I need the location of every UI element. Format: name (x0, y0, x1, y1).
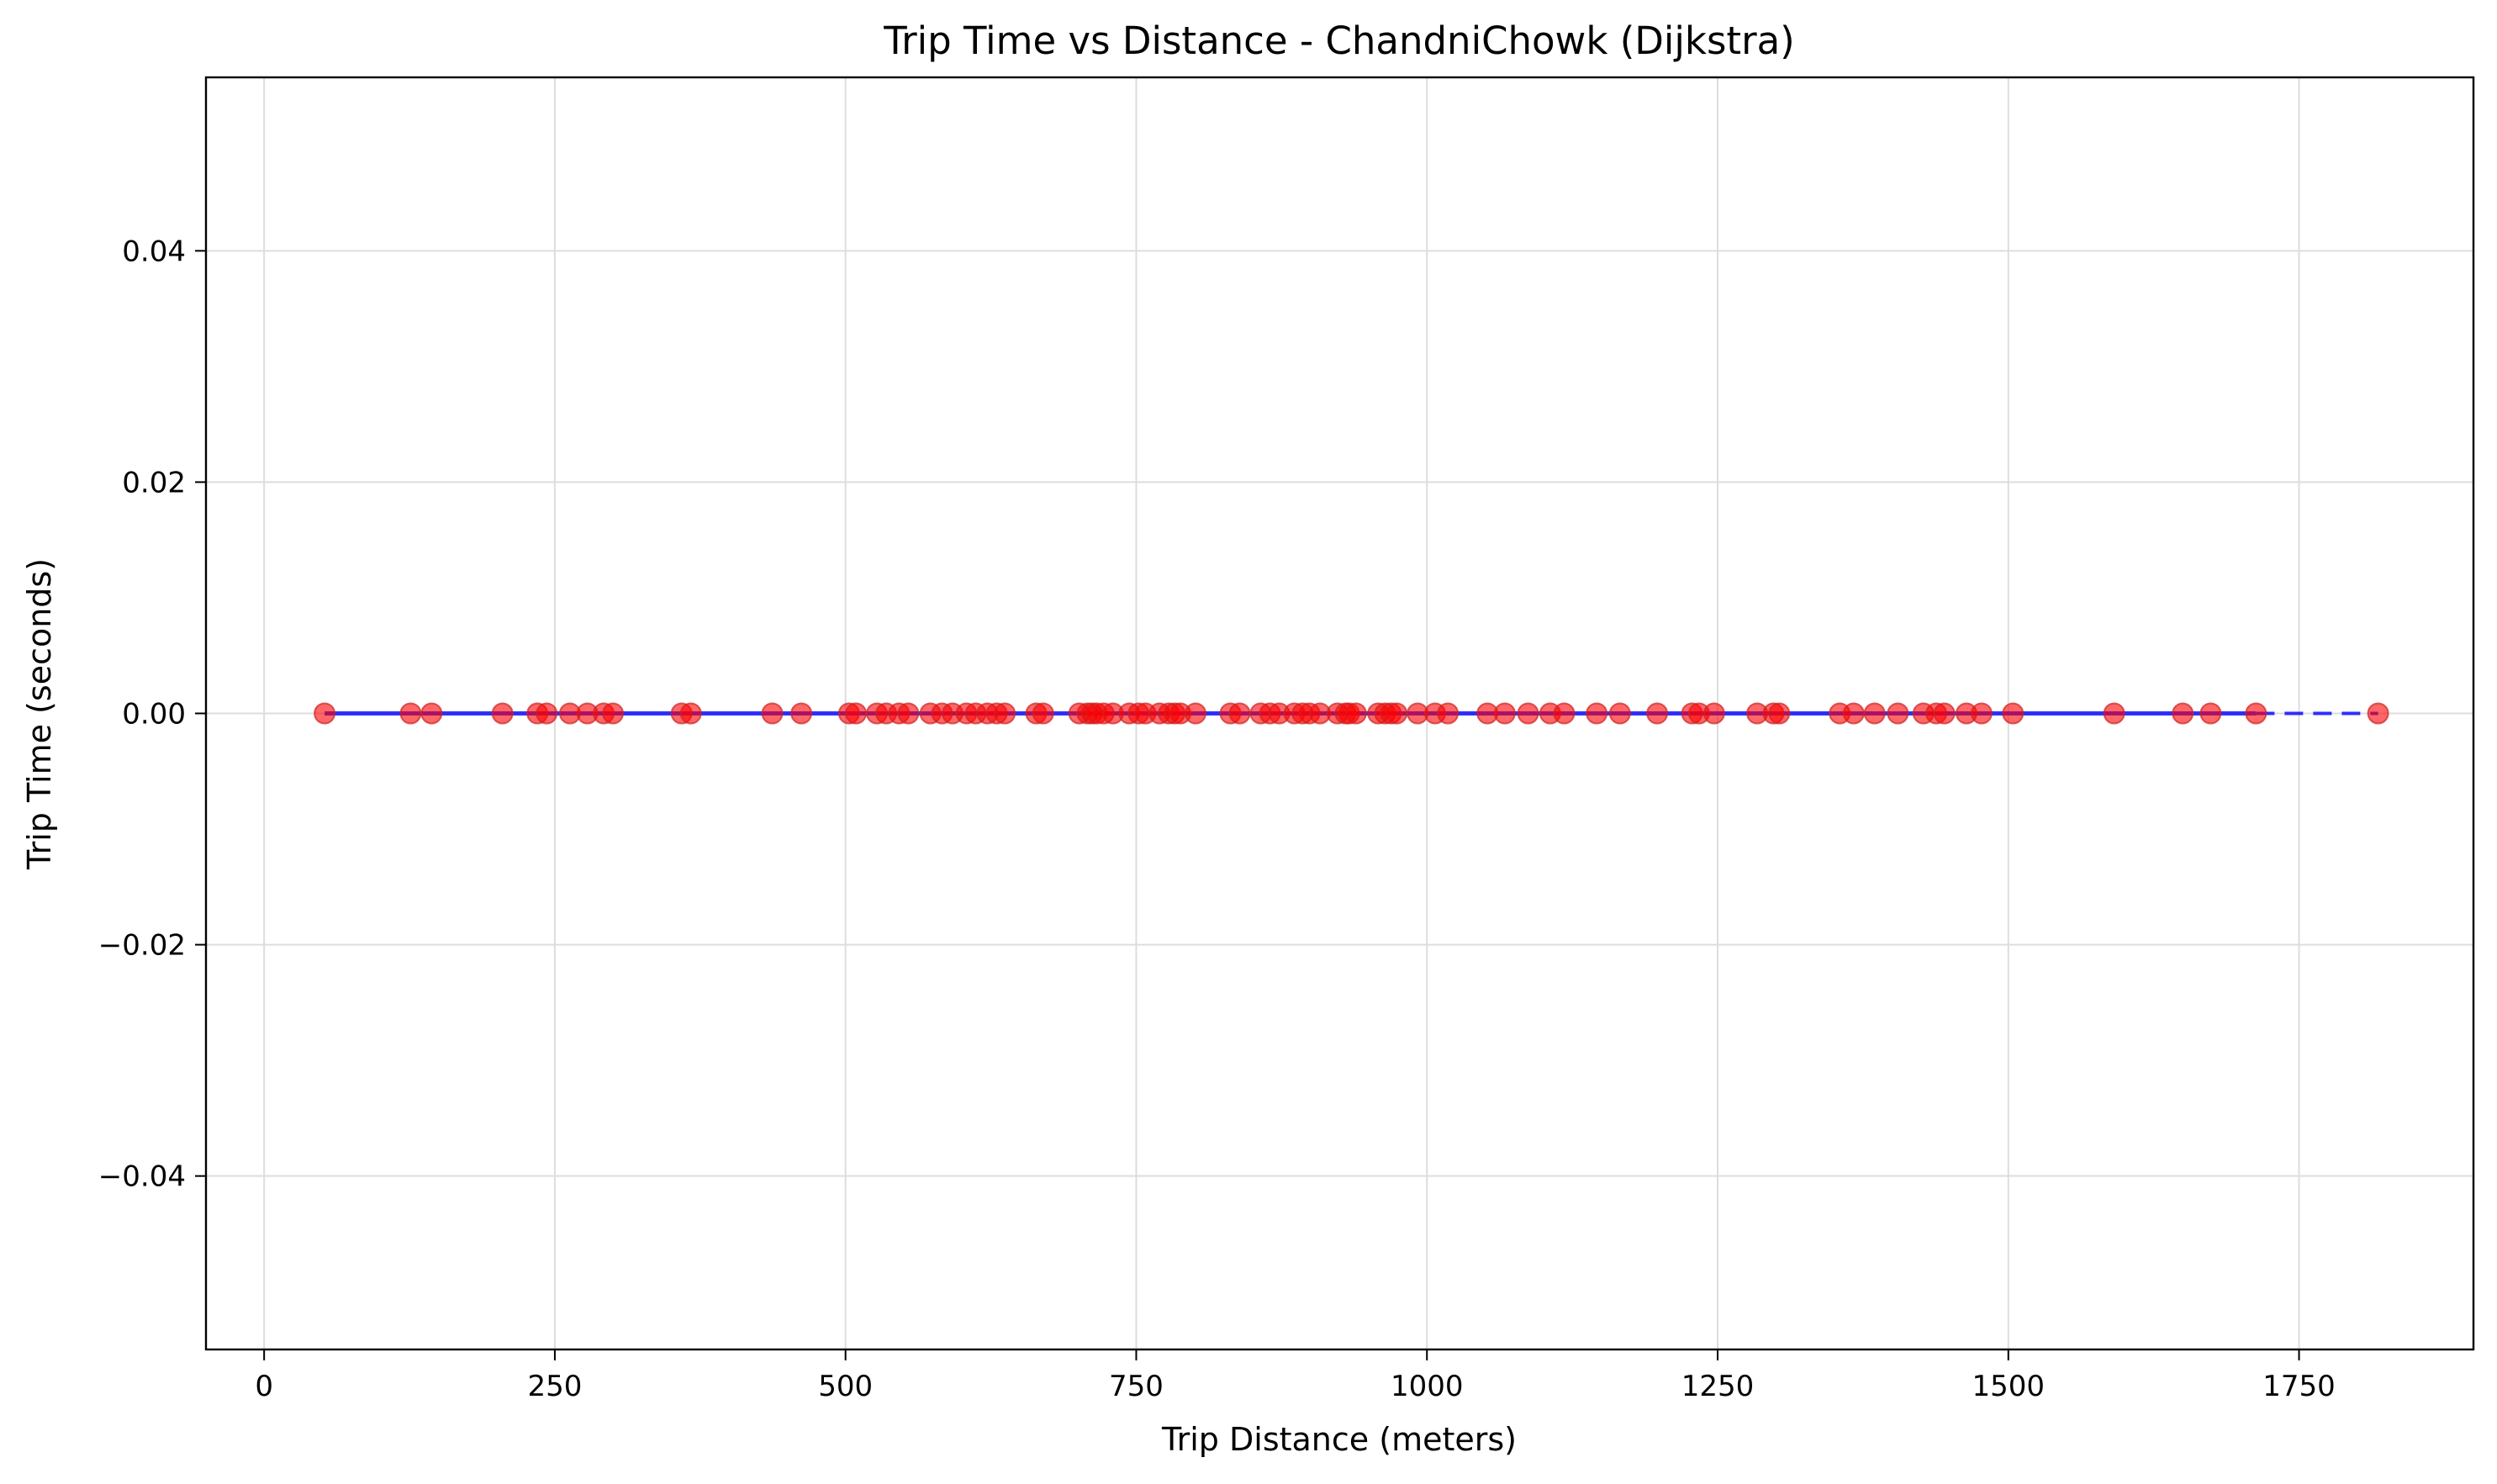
data-point (420, 702, 443, 725)
data-point (761, 702, 784, 725)
x-axis-label: Trip Distance (meters) (1161, 1421, 1517, 1458)
x-tick-label: 1250 (1681, 1370, 1755, 1403)
x-axis-ticks: 0 250 500 750 1000 1250 1500 1750 (255, 1349, 2336, 1403)
data-point (1493, 702, 1516, 725)
data-point (1702, 702, 1725, 725)
data-point (536, 702, 558, 725)
data-point (1933, 702, 1956, 725)
y-tick-label: −0.04 (98, 1160, 186, 1194)
data-point (1386, 702, 1408, 725)
data-point (1608, 702, 1631, 725)
data-point (1887, 702, 1909, 725)
y-axis-label: Trip Time (seconds) (21, 558, 58, 870)
y-axis-ticks: −0.04 −0.02 0.00 0.02 0.04 (98, 235, 206, 1194)
data-points (314, 702, 2389, 725)
x-tick-label: 1750 (2262, 1370, 2336, 1403)
data-point (2367, 702, 2389, 725)
data-point (2172, 702, 2194, 725)
data-point (2103, 702, 2125, 725)
data-point (1344, 702, 1367, 725)
data-point (897, 702, 920, 725)
y-tick-label: 0.00 (122, 698, 186, 731)
data-point (1646, 702, 1669, 725)
data-point (399, 702, 422, 725)
x-tick-label: 0 (255, 1370, 273, 1403)
data-point (1184, 702, 1206, 725)
data-point (1032, 702, 1054, 725)
data-point (790, 702, 813, 725)
x-tick-label: 500 (818, 1370, 873, 1403)
data-point (314, 702, 336, 725)
data-point (1517, 702, 1539, 725)
data-point (679, 702, 702, 725)
data-point (2245, 702, 2267, 725)
y-tick-label: 0.02 (122, 466, 186, 499)
data-point (1863, 702, 1886, 725)
y-tick-label: −0.02 (98, 929, 186, 963)
data-point (491, 702, 514, 725)
x-tick-label: 1500 (1972, 1370, 2046, 1403)
data-point (602, 702, 625, 725)
y-tick-label: 0.04 (122, 235, 186, 268)
data-point (1970, 702, 1993, 725)
data-point (1842, 702, 1865, 725)
x-tick-label: 250 (527, 1370, 582, 1403)
data-point (1553, 702, 1576, 725)
data-point (2199, 702, 2222, 725)
data-point (994, 702, 1016, 725)
data-point (1586, 702, 1608, 725)
data-point (1228, 702, 1251, 725)
data-point (2002, 702, 2025, 725)
chart-title: Trip Time vs Distance - ChandniChowk (Di… (883, 18, 1794, 63)
data-point (845, 702, 868, 725)
x-tick-label: 750 (1109, 1370, 1164, 1403)
x-tick-label: 1000 (1391, 1370, 1464, 1403)
data-point (1437, 702, 1460, 725)
data-point (1768, 702, 1791, 725)
